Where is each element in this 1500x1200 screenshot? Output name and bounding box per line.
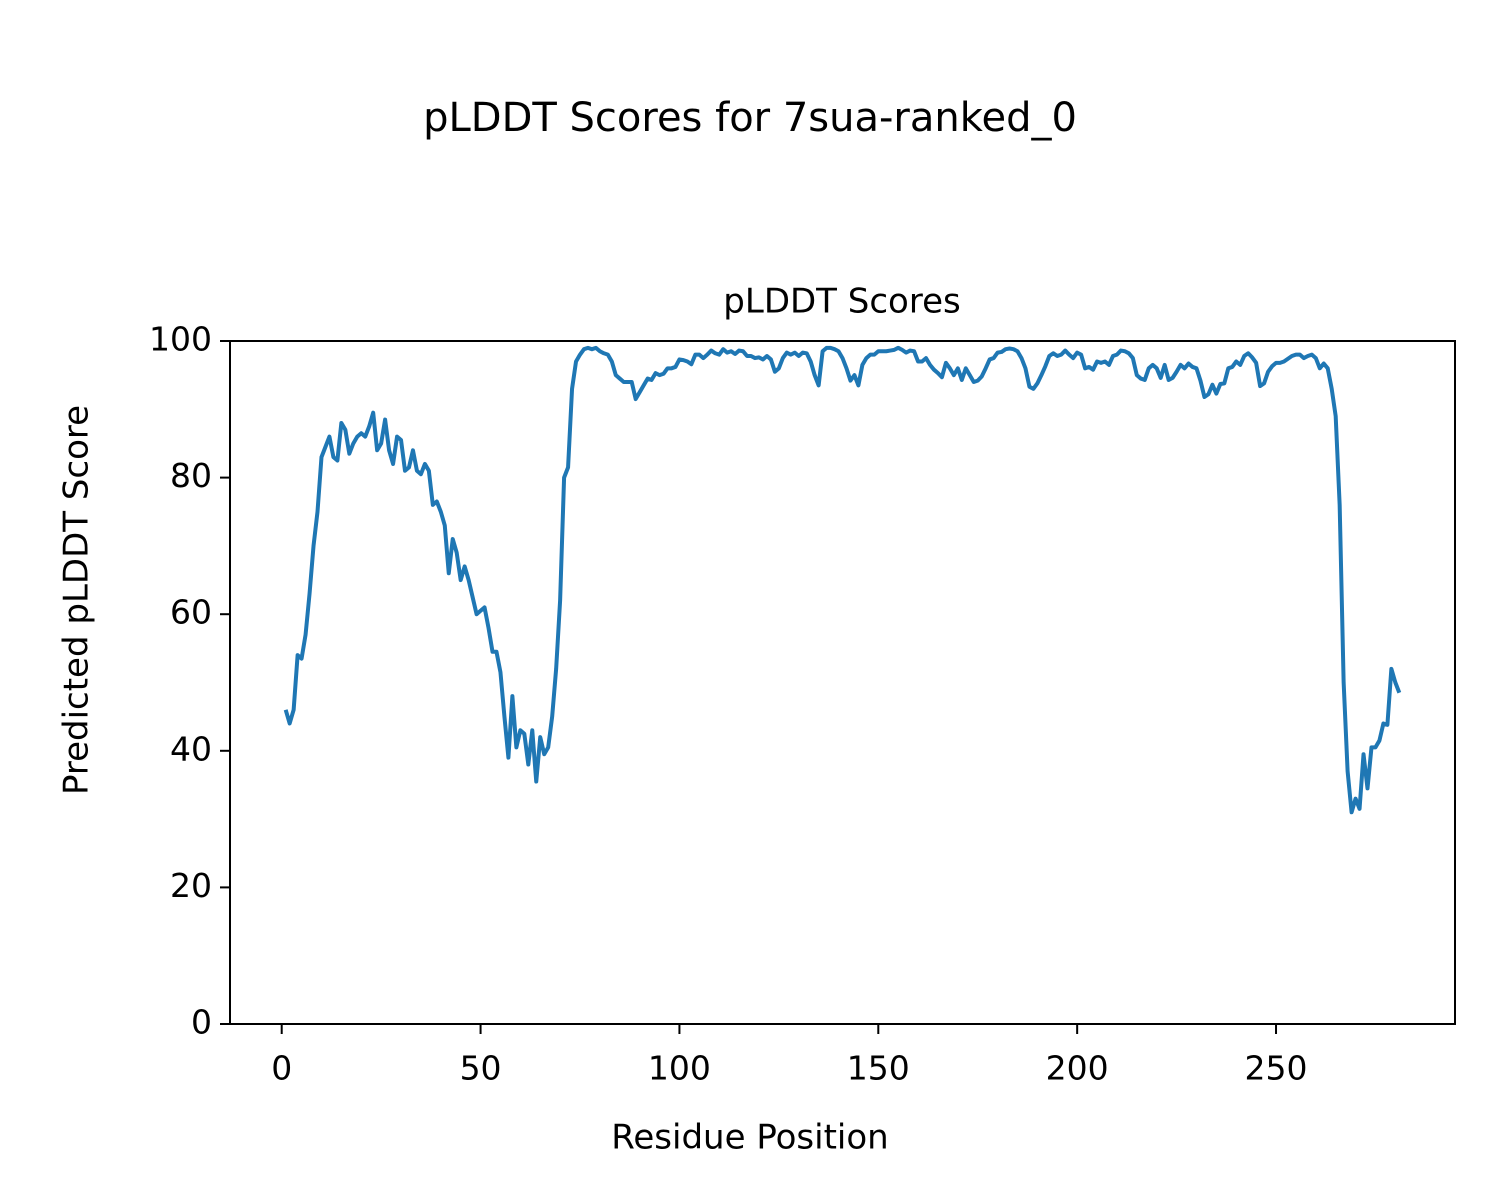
x-tick-label: 250 [1245,1049,1308,1088]
y-tick-label: 60 [170,593,212,632]
x-tick-label: 0 [271,1049,292,1088]
chart-title: pLDDT Scores for 7sua-ranked_0 [423,95,1077,141]
y-axis-label: Predicted pLDDT Score [57,405,97,795]
x-axis-label: Residue Position [611,1118,888,1158]
y-tick-label: 20 [170,866,212,905]
data-line [283,345,1402,815]
axes-title: pLDDT Scores [723,282,960,322]
x-tick-label: 150 [847,1049,910,1088]
y-tick-label: 100 [149,320,212,359]
y-tick-label: 80 [170,456,212,495]
y-tick-label: 0 [191,1003,212,1042]
x-tick-label: 200 [1046,1049,1109,1088]
y-tick-label: 40 [170,729,212,768]
x-tick-label: 50 [460,1049,502,1088]
x-tick-label: 100 [648,1049,711,1088]
plot-frame [229,340,1456,1025]
